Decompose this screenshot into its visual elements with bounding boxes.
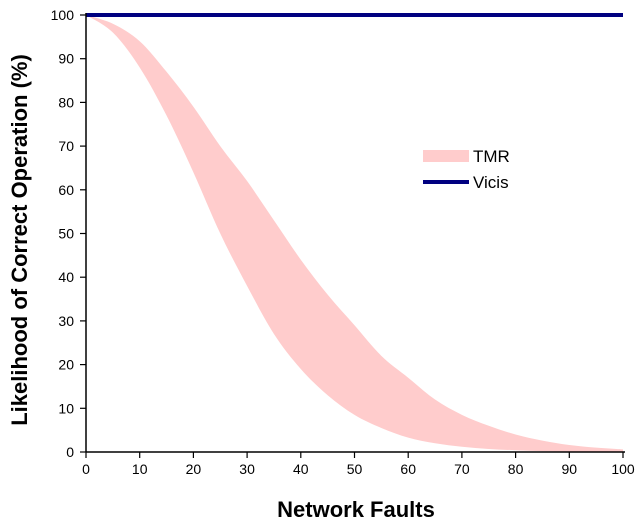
y-tick-label: 100 — [51, 7, 75, 23]
x-ticks: 0 10 20 30 40 50 60 70 80 90 100 — [82, 452, 635, 477]
x-tick-label: 80 — [508, 461, 524, 477]
legend-swatch-tmr — [423, 150, 469, 162]
x-tick-label: 10 — [132, 461, 148, 477]
y-ticks: 0 10 20 30 40 50 60 70 80 90 100 — [51, 7, 86, 460]
y-axis-title: Likelihood of Correct Operation (%) — [7, 54, 32, 426]
y-tick-label: 30 — [58, 313, 74, 329]
tmr-band-layer — [86, 15, 623, 452]
x-tick-label: 90 — [562, 461, 578, 477]
tmr-band-area — [86, 15, 623, 452]
axes — [85, 13, 625, 453]
x-tick-label: 50 — [347, 461, 363, 477]
y-tick-label: 20 — [58, 357, 74, 373]
y-tick-label: 0 — [66, 444, 74, 460]
x-tick-label: 60 — [400, 461, 416, 477]
y-tick-label: 50 — [58, 226, 74, 242]
y-tick-label: 80 — [58, 94, 74, 110]
y-tick-label: 10 — [58, 400, 74, 416]
x-tick-label: 70 — [454, 461, 470, 477]
y-tick-label: 90 — [58, 51, 74, 67]
y-tick-label: 60 — [58, 182, 74, 198]
legend-label-tmr: TMR — [473, 147, 510, 166]
y-tick-label: 70 — [58, 138, 74, 154]
x-axis-title: Network Faults — [277, 497, 435, 521]
legend-label-vicis: Vicis — [473, 173, 509, 192]
x-tick-label: 20 — [186, 461, 202, 477]
x-tick-label: 30 — [239, 461, 255, 477]
x-tick-label: 40 — [293, 461, 309, 477]
x-tick-label: 0 — [82, 461, 90, 477]
y-tick-label: 40 — [58, 269, 74, 285]
legend: TMR Vicis — [423, 147, 510, 192]
x-tick-label: 100 — [611, 461, 635, 477]
